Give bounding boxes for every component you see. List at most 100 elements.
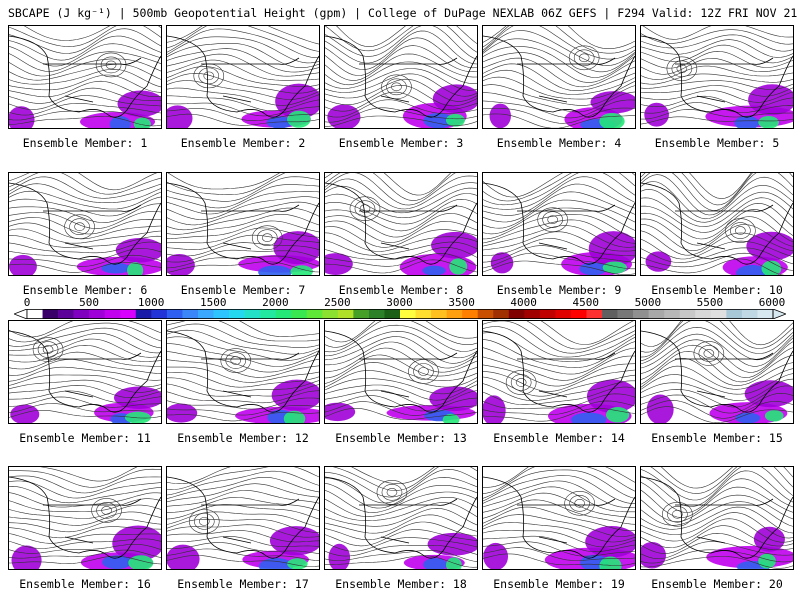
colorbar-swatch — [197, 309, 214, 319]
colorbar-swatch — [633, 309, 649, 319]
colorbar-swatch — [648, 309, 665, 319]
coastlines-borders — [167, 476, 319, 559]
cape-shading — [11, 525, 161, 569]
ensemble-member-label: Ensemble Member: 10 — [651, 283, 783, 297]
height-contours — [167, 173, 319, 273]
coastlines-borders — [9, 35, 161, 118]
colorbar-swatch — [337, 309, 354, 319]
colorbar-swatch — [570, 309, 587, 319]
colorbar-left-arrow — [14, 309, 28, 319]
colorbar-swatch — [244, 309, 261, 319]
coastlines-borders — [167, 35, 319, 118]
height-contours — [9, 467, 161, 565]
colorbar-right-arrow — [772, 309, 786, 319]
height-contours — [483, 173, 635, 275]
colorbar-tick-labels: 0 500 1000 1500 2000 2500 3000 3500 4000 4500 5000… — [0, 296, 800, 309]
cape-shading — [167, 231, 319, 275]
ensemble-member-label: Ensemble Member: 19 — [493, 577, 625, 591]
height-contours — [325, 173, 477, 274]
ensemble-member-label: Ensemble Member: 17 — [177, 577, 309, 591]
ensemble-member-label: Ensemble Member: 5 — [654, 136, 780, 150]
colorbar-swatch — [695, 309, 712, 319]
colorbar-tick-label: 2500 — [324, 296, 351, 309]
height-contours — [483, 467, 635, 566]
coastlines-borders — [325, 182, 477, 265]
ensemble-map-9 — [482, 172, 636, 276]
ensemble-map-17 — [166, 466, 320, 570]
colorbar-swatch — [182, 309, 199, 319]
height-contours — [641, 321, 793, 423]
height-contours — [167, 321, 319, 422]
cape-shading — [327, 84, 477, 128]
colorbar-tick-label: 4000 — [510, 296, 537, 309]
colorbar-swatch — [368, 309, 385, 319]
coastlines-borders — [325, 35, 477, 118]
ensemble-member-label: Ensemble Member: 20 — [651, 577, 783, 591]
coastlines-borders — [9, 476, 161, 559]
coastlines-borders — [325, 330, 477, 413]
ensemble-map-19 — [482, 466, 636, 570]
coastlines-borders — [641, 330, 793, 413]
cape-shading — [325, 386, 477, 423]
colorbar-swatch — [710, 309, 727, 319]
height-contours — [641, 467, 793, 569]
colorbar-swatch — [664, 309, 681, 319]
ensemble-member-label: Ensemble Member: 7 — [180, 283, 306, 297]
coastlines-borders — [167, 330, 319, 413]
cape-shading — [167, 526, 319, 569]
ensemble-member-label: Ensemble Member: 8 — [338, 283, 464, 297]
colorbar-swatch — [42, 309, 59, 319]
ensemble-member-label: Ensemble Member: 9 — [496, 283, 622, 297]
ensemble-map-10 — [640, 172, 794, 276]
height-contours — [325, 467, 477, 568]
cape-shading — [483, 526, 635, 569]
ensemble-map-4 — [482, 25, 636, 129]
cape-shading — [328, 532, 477, 569]
ensemble-map-5 — [640, 25, 794, 129]
colorbar-swatch — [384, 309, 401, 319]
colorbar-tick-label: 2000 — [262, 296, 289, 309]
coastlines-borders — [167, 182, 319, 265]
coastlines-borders — [325, 476, 477, 559]
colorbar-swatch — [555, 309, 572, 319]
map-title: SBCAPE (J kg⁻¹) | 500mb Geopotential Hei… — [8, 6, 800, 20]
ensemble-member-label: Ensemble Member: 2 — [180, 136, 306, 150]
colorbar-tick-label: 3000 — [386, 296, 413, 309]
ensemble-member-label: Ensemble Member: 13 — [335, 431, 467, 445]
height-contours — [325, 321, 477, 420]
colorbar-swatch — [741, 309, 758, 319]
colorbar-swatch — [322, 309, 339, 319]
cape-shading — [325, 231, 477, 275]
colorbar-swatch — [617, 309, 634, 319]
colorbar-tick-label: 6000 — [758, 296, 786, 309]
ensemble-map-7 — [166, 172, 320, 276]
coastlines-borders — [9, 330, 161, 413]
colorbar-swatch — [275, 309, 292, 319]
ensemble-map-8 — [324, 172, 478, 276]
height-contours — [483, 26, 635, 128]
ensemble-member-label: Ensemble Member: 4 — [496, 136, 622, 150]
height-contours — [9, 26, 161, 127]
height-contours — [483, 321, 635, 422]
colorbar-tick-label: 4500 — [572, 296, 600, 309]
coastlines-borders — [641, 476, 793, 559]
colorbar-swatch — [602, 309, 618, 319]
colorbar-tick-label: 1000 — [137, 296, 165, 309]
colorbar-swatch — [104, 309, 121, 319]
colorbar-swatch — [27, 309, 43, 319]
colorbar-swatch — [415, 309, 432, 319]
height-contours — [167, 467, 319, 567]
ensemble-member-label: Ensemble Member: 11 — [19, 431, 151, 445]
colorbar-swatch — [166, 309, 183, 319]
ensemble-map-20 — [640, 466, 794, 570]
ensemble-member-label: Ensemble Member: 16 — [19, 577, 151, 591]
ensemble-member-label: Ensemble Member: 3 — [338, 136, 464, 150]
colorbar-swatch — [586, 309, 603, 319]
colorbar-swatch — [431, 309, 447, 319]
colorbar-swatch — [151, 309, 168, 319]
colorbar-swatch — [508, 309, 525, 319]
colorbar-swatch — [73, 309, 90, 319]
ensemble-member-label: Ensemble Member: 1 — [22, 136, 148, 150]
colorbar-swatch — [58, 309, 74, 319]
colorbar-swatch — [462, 309, 479, 319]
